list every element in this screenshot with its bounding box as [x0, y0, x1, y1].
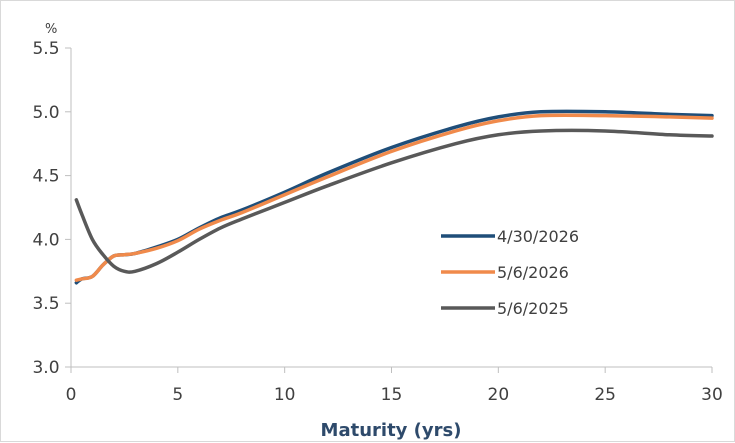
y-tick-label: 5.5	[32, 39, 59, 59]
y-axis-unit-label: %	[45, 22, 57, 37]
y-tick-label: 3.5	[32, 294, 59, 314]
x-tick-label: 15	[381, 385, 403, 405]
x-tick-label: 20	[488, 385, 510, 405]
x-tick-label: 30	[701, 385, 723, 405]
y-tick-label: 3.0	[32, 358, 59, 378]
x-tick-label: 5	[172, 385, 183, 405]
x-tick-label: 10	[274, 385, 296, 405]
series-layer	[74, 109, 714, 285]
legend-label: 5/6/2025	[497, 299, 569, 318]
x-tick-label: 25	[594, 385, 616, 405]
x-axis-title: Maturity (yrs)	[321, 420, 462, 441]
axes-layer: 3.0 3.5 4.0 4.5 5.0 5.5 0 5 10 15 20 25 30	[32, 39, 722, 405]
legend-label: 4/30/2026	[497, 227, 579, 246]
legend-label: 5/6/2026	[497, 263, 569, 282]
x-tick-label: 0	[66, 385, 77, 405]
y-tick-label: 4.5	[32, 167, 59, 187]
legend: 4/30/2026 5/6/2026 5/6/2025	[441, 227, 579, 318]
series-line-3	[74, 128, 714, 274]
y-tick-label: 4.0	[32, 230, 59, 250]
y-tick-label: 5.0	[32, 103, 59, 123]
